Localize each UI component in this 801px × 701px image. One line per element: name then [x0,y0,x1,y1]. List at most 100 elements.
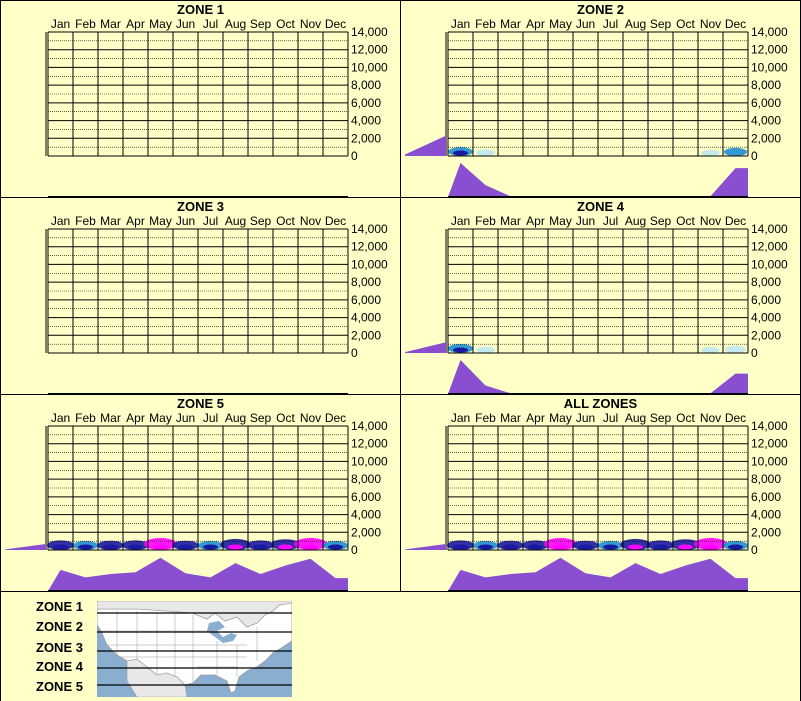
y-tick-label: 0 [751,543,758,557]
panel-zone-1: ZONE 1 Jan Feb Mar Apr May Jun Jul Aug Sep Oct Nov… [0,0,401,198]
y-tick-label: 12,000 [751,437,788,451]
altitude-profile [405,135,446,156]
density-mark [475,149,496,156]
monthly-profile [48,557,348,591]
month-tick-label: Apr [126,17,145,31]
altitude-profile [405,544,446,550]
y-tick-label: 12,000 [751,240,788,254]
zone-boundaries [97,612,292,686]
month-tick-label: Apr [126,411,145,425]
density-core-mark [253,544,268,550]
density-core-mark [453,544,468,550]
us-map-image [97,601,292,697]
y-tick-label: 14,000 [351,419,388,433]
zone-label-1: ZONE 1 [36,599,83,614]
month-tick-label: Oct [276,17,295,31]
month-tick-label: Jan [51,411,70,425]
map-canada [97,601,292,628]
y-tick-label: 4,000 [351,311,381,325]
month-tick-label: Dec [325,214,346,228]
y-tick-label: 0 [751,149,758,163]
density-core-mark [553,544,568,550]
y-tick-label: 10,000 [351,454,388,468]
month-tick-label: Feb [75,17,96,31]
month-tick-label: Nov [700,17,721,31]
month-tick-label: Oct [676,411,695,425]
density-core-mark [653,544,668,550]
month-tick-label: Mar [500,17,521,31]
panel-title: ALL ZONES [563,396,638,411]
zone-legend-panel: ZONE 1 ZONE 2 ZONE 3 ZONE 4 ZONE 5 [0,591,801,701]
y-tick-label: 14,000 [351,222,388,236]
month-tick-label: Dec [725,214,746,228]
zone-3-chart: Jan Feb Mar Apr May Jun Jul Aug Sep Oct Nov Dec 14,0… [45,214,388,394]
month-tick-label: Jul [203,214,218,228]
month-tick-label: Dec [725,411,746,425]
y-tick-label: 6,000 [351,293,381,307]
density-mark [701,149,720,156]
map-great-lakes [207,621,237,643]
y-tick-label: 6,000 [751,490,781,504]
zone-label-3: ZONE 3 [36,640,83,655]
month-tick-label: Apr [526,411,545,425]
zone-label-5: ZONE 5 [36,679,83,694]
y-tick-label: 10,000 [351,257,388,271]
density-core-mark [153,544,168,550]
monthly-profile [448,360,748,394]
month-tick-label: Nov [300,411,321,425]
y-tick-label: 10,000 [751,454,788,468]
month-tick-label: Oct [276,411,295,425]
y-tick-label: 4,000 [751,114,781,128]
density-core-mark [628,544,643,550]
month-tick-label: Aug [625,17,646,31]
month-tick-label: Jun [176,17,195,31]
y-tick-label: 4,000 [751,311,781,325]
month-tick-label: Sep [250,17,272,31]
y-tick-label: 2,000 [751,525,781,539]
y-tick-label: 0 [751,346,758,360]
panel-zone-2: ZONE 2 Jan Feb Mar Apr May Jun Jul Aug Sep Oct Nov… [400,0,801,198]
y-tick-label: 8,000 [751,78,781,92]
month-tick-label: Mar [100,17,121,31]
y-tick-label: 12,000 [351,240,388,254]
monthly-profile [448,557,748,591]
altitude-profile [405,342,446,353]
month-tick-label: Sep [650,411,672,425]
y-tick-label: 4,000 [751,508,781,522]
density-core-mark [603,544,618,550]
month-tick-label: Jan [51,214,70,228]
density-core-mark [178,544,193,550]
month-tick-label: Feb [75,214,96,228]
month-tick-label: Feb [475,411,496,425]
zone-label-4: ZONE 4 [36,659,83,674]
map-state-borders [97,611,258,683]
density-core-mark [578,544,593,550]
density-core-mark [78,544,93,550]
month-tick-label: Aug [225,411,246,425]
month-tick-label: Feb [75,411,96,425]
all-zones-chart: Jan Feb Mar Apr May Jun Jul Aug Sep Oct Nov Dec 14,0… [405,411,788,591]
density-core-mark [453,150,468,156]
month-tick-label: Oct [676,17,695,31]
y-tick-label: 14,000 [751,222,788,236]
y-tick-label: 6,000 [751,96,781,110]
panel-title: ZONE 4 [577,199,624,214]
month-tick-label: Sep [250,214,272,228]
y-tick-label: 0 [351,543,358,557]
y-tick-label: 6,000 [351,96,381,110]
month-tick-label: Jan [451,411,470,425]
density-core-mark [528,544,543,550]
y-tick-label: 8,000 [751,472,781,486]
density-core-mark [328,544,343,550]
month-tick-label: Jun [176,214,195,228]
month-tick-label: Jan [451,214,470,228]
density-core-mark [678,544,693,550]
month-tick-label: Mar [100,411,121,425]
density-core-mark [278,544,293,550]
month-tick-label: Jun [176,411,195,425]
density-core-mark [453,347,468,353]
y-tick-label: 6,000 [751,293,781,307]
month-tick-label: May [549,214,572,228]
y-tick-label: 14,000 [351,25,388,39]
zone-2-chart: Jan Feb Mar Apr May Jun Jul Aug Sep Oct Nov Dec 14,0… [405,17,788,197]
